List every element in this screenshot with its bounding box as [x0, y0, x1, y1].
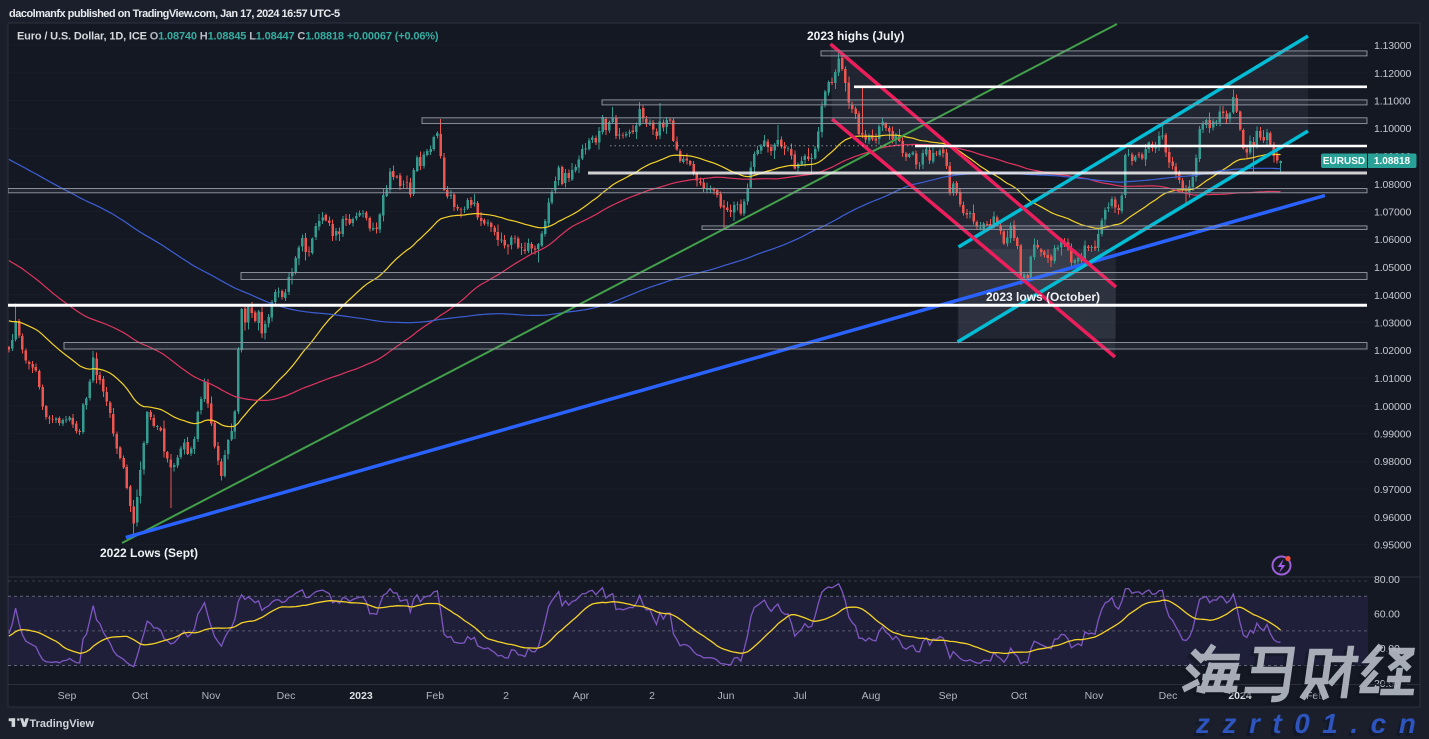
svg-text:Dec: Dec	[1159, 690, 1178, 702]
svg-text:2023 lows (October): 2023 lows (October)	[986, 290, 1100, 304]
svg-text:Nov: Nov	[202, 690, 221, 702]
svg-text:Dec: Dec	[277, 690, 296, 702]
svg-text:Feb: Feb	[426, 690, 444, 702]
svg-text:2: 2	[503, 690, 509, 702]
svg-text:1.13000: 1.13000	[1374, 40, 1412, 52]
svg-text:Oct: Oct	[132, 690, 148, 702]
svg-text:2: 2	[649, 690, 655, 702]
svg-text:Aug: Aug	[862, 690, 881, 702]
svg-text:1.04000: 1.04000	[1374, 290, 1412, 302]
svg-text:2022 Lows (Sept): 2022 Lows (Sept)	[100, 546, 198, 560]
svg-text:0.96000: 0.96000	[1374, 512, 1412, 524]
svg-text:1.02000: 1.02000	[1374, 345, 1412, 357]
svg-text:1.00000: 1.00000	[1374, 401, 1412, 413]
svg-text:Sep: Sep	[58, 690, 77, 702]
svg-text:Oct: Oct	[1011, 690, 1027, 702]
svg-text:Nov: Nov	[1085, 690, 1104, 702]
svg-text:EURUSD: EURUSD	[1323, 156, 1365, 167]
svg-text:1.06000: 1.06000	[1374, 234, 1412, 246]
svg-text:zzrt01.cn: zzrt01.cn	[1195, 708, 1428, 739]
svg-text:1.08818: 1.08818	[1374, 156, 1411, 167]
svg-text:1.08000: 1.08000	[1374, 179, 1412, 191]
svg-text:Apr: Apr	[573, 690, 590, 702]
svg-text:1.05000: 1.05000	[1374, 262, 1412, 274]
svg-text:1.11000: 1.11000	[1374, 96, 1411, 108]
svg-text:Euro / U.S. Dollar, 1D, ICE O: Euro / U.S. Dollar, 1D, ICE O1.08740 H1.…	[17, 31, 439, 43]
svg-text:Jun: Jun	[718, 690, 735, 702]
svg-text:1.07000: 1.07000	[1374, 207, 1412, 219]
svg-text:80.00: 80.00	[1374, 574, 1400, 586]
svg-text:0.98000: 0.98000	[1374, 456, 1412, 468]
svg-text:1.01000: 1.01000	[1374, 373, 1412, 385]
svg-text:1.10000: 1.10000	[1374, 123, 1412, 135]
svg-text:2023: 2023	[349, 690, 373, 702]
svg-text:Sep: Sep	[939, 690, 958, 702]
svg-text:Jul: Jul	[793, 690, 806, 702]
svg-text:1.12000: 1.12000	[1374, 68, 1412, 80]
svg-text:2023 highs (July): 2023 highs (July)	[807, 29, 904, 43]
svg-text:TradingView: TradingView	[30, 718, 95, 730]
svg-text:0.95000: 0.95000	[1374, 540, 1412, 552]
svg-text:0.97000: 0.97000	[1374, 484, 1412, 496]
svg-text:zzrt01.cn: zzrt01.cn	[1192, 711, 1425, 739]
svg-text:1.03000: 1.03000	[1374, 318, 1412, 330]
svg-text:dacolmanfx published on Tradin: dacolmanfx published on TradingView.com,…	[9, 8, 340, 20]
svg-text:0.99000: 0.99000	[1374, 429, 1412, 441]
svg-text:60.00: 60.00	[1374, 609, 1400, 621]
